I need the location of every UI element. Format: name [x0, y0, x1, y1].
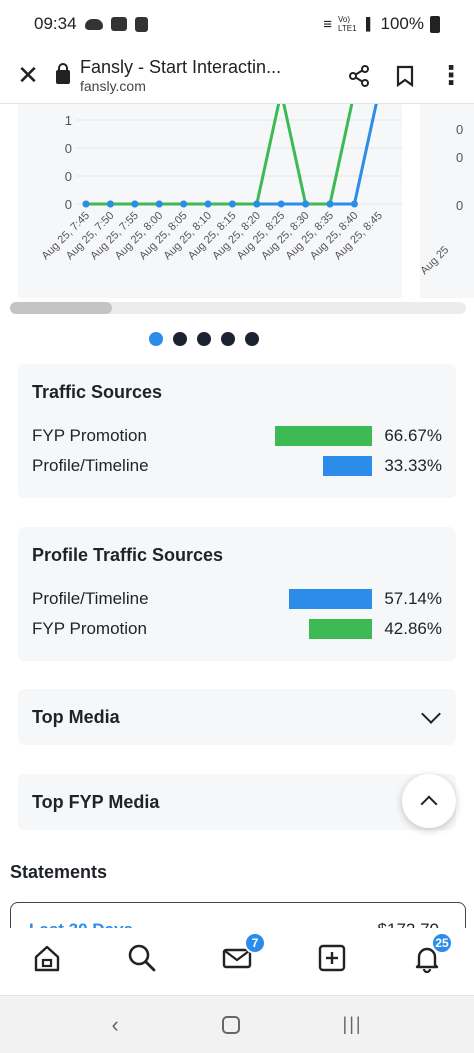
bookmark-icon[interactable] — [382, 48, 428, 104]
data-point — [228, 200, 236, 208]
page-url: fansly.com — [80, 77, 146, 94]
chart-card: 1 0 0 0 Aug 25, 7:45 Aug 25, 7:50 Aug 25, 7:55… — [18, 104, 402, 298]
y-tick: 1 — [65, 113, 72, 128]
wifi-icon: ≡ — [323, 15, 332, 33]
home-icon[interactable] — [27, 938, 67, 978]
photo-icon — [110, 17, 127, 31]
system-nav-bar: ‹ ||| — [0, 996, 474, 1053]
traffic-sources-card: Traffic Sources FYP Promotion 66.67% Pro… — [18, 364, 456, 498]
battery-label: 100% — [380, 14, 424, 33]
create-post-icon[interactable] — [312, 938, 352, 978]
data-point — [277, 200, 285, 208]
traffic-row: Profile/Timeline 33.33% — [32, 451, 442, 481]
statements-heading: Statements — [10, 862, 108, 882]
traffic-sources-title: Traffic Sources — [32, 382, 163, 402]
data-point — [106, 200, 114, 208]
messages-icon[interactable] — [217, 938, 257, 978]
notifications-badge: 25 — [431, 932, 453, 954]
battery-icon — [430, 15, 440, 33]
data-point — [155, 200, 163, 208]
carousel-dot[interactable] — [245, 332, 259, 346]
row-percent: 57.14% — [384, 589, 442, 608]
data-point — [131, 200, 139, 208]
checkbox-icon — [134, 16, 148, 32]
y-tick: 0 — [456, 122, 464, 137]
top-media-accordion[interactable]: Top Media — [18, 689, 456, 745]
close-icon[interactable]: ✕ — [17, 60, 39, 90]
row-label: FYP Promotion — [32, 426, 147, 445]
chevron-up-icon — [420, 795, 438, 812]
data-point — [253, 200, 261, 208]
scroll-to-top-button[interactable] — [402, 774, 456, 828]
traffic-row: FYP Promotion 42.86% — [32, 614, 442, 644]
data-point — [302, 200, 310, 208]
signal-icon: ▌ — [366, 17, 375, 31]
page-title: Fansly - Start Interactin... — [80, 57, 282, 78]
chart-scrollbar[interactable] — [10, 302, 466, 314]
row-percent: 42.86% — [384, 619, 442, 638]
network-label: Vo) LTE1 — [338, 15, 357, 33]
carousel-dots — [0, 332, 474, 346]
app-bottom-nav: 7 25 — [0, 928, 474, 996]
top-fyp-media-title: Top FYP Media — [32, 791, 160, 812]
back-icon[interactable]: ‹ — [111, 1011, 119, 1037]
url-area[interactable]: Fansly - Start Interactin... fansly.com — [80, 57, 336, 94]
y-tick: 0 — [456, 150, 464, 165]
chart-carousel[interactable]: 1 0 0 0 Aug 25, 7:45 Aug 25, 7:50 Aug 25, 7:55… — [0, 104, 474, 304]
status-time: 09:34 — [34, 14, 77, 33]
chart-card-next: 0 0 0 Aug 25 — [418, 104, 474, 298]
y-tick: 0 — [65, 141, 72, 156]
top-media-title: Top Media — [32, 706, 120, 727]
traffic-row: Profile/Timeline 57.14% — [32, 584, 442, 614]
data-point — [180, 200, 188, 208]
profile-traffic-sources-title: Profile Traffic Sources — [32, 545, 224, 565]
top-fyp-media-accordion[interactable]: Top FYP Media — [18, 774, 456, 830]
row-bar — [309, 619, 372, 639]
row-label: Profile/Timeline — [32, 456, 149, 475]
chevron-down-icon[interactable] — [421, 704, 441, 724]
row-percent: 66.67% — [384, 426, 442, 445]
share-icon[interactable] — [336, 48, 382, 104]
row-percent: 33.33% — [384, 456, 442, 475]
series-line — [86, 104, 354, 206]
series-line — [86, 104, 378, 206]
carousel-dot[interactable] — [197, 332, 211, 346]
cloud-icon — [84, 18, 103, 30]
browser-toolbar: ✕ Fansly - Start Interactin... fansly.co… — [0, 48, 474, 104]
data-point — [82, 200, 90, 208]
status-bar: 09:34 ≡ Vo) LTE1 ▌ 100% — [0, 0, 474, 48]
carousel-dot[interactable] — [221, 332, 235, 346]
y-tick: 0 — [65, 197, 72, 212]
recents-icon[interactable]: ||| — [342, 1014, 363, 1034]
notifications-icon[interactable] — [407, 938, 447, 978]
row-bar — [289, 589, 372, 609]
messages-badge: 7 — [244, 932, 266, 954]
search-icon[interactable] — [122, 938, 162, 978]
y-tick: 0 — [456, 198, 464, 213]
data-point — [204, 200, 212, 208]
more-menu-icon[interactable]: ⋮ — [438, 60, 464, 90]
data-point — [350, 200, 358, 208]
carousel-dot[interactable] — [173, 332, 187, 346]
profile-traffic-sources-card: Profile Traffic Sources Profile/Timeline… — [18, 527, 456, 661]
data-point — [326, 200, 334, 208]
row-label: Profile/Timeline — [32, 589, 149, 608]
home-circle-icon[interactable] — [221, 1015, 240, 1034]
scrollbar-thumb[interactable] — [10, 302, 112, 314]
carousel-dot[interactable] — [149, 332, 163, 346]
lock-icon[interactable] — [56, 62, 70, 84]
row-bar — [275, 426, 372, 446]
x-tick: Aug 25 — [418, 244, 452, 278]
traffic-row: FYP Promotion 66.67% — [32, 421, 442, 451]
y-tick: 0 — [65, 169, 72, 184]
row-bar — [323, 456, 372, 476]
row-label: FYP Promotion — [32, 619, 147, 638]
